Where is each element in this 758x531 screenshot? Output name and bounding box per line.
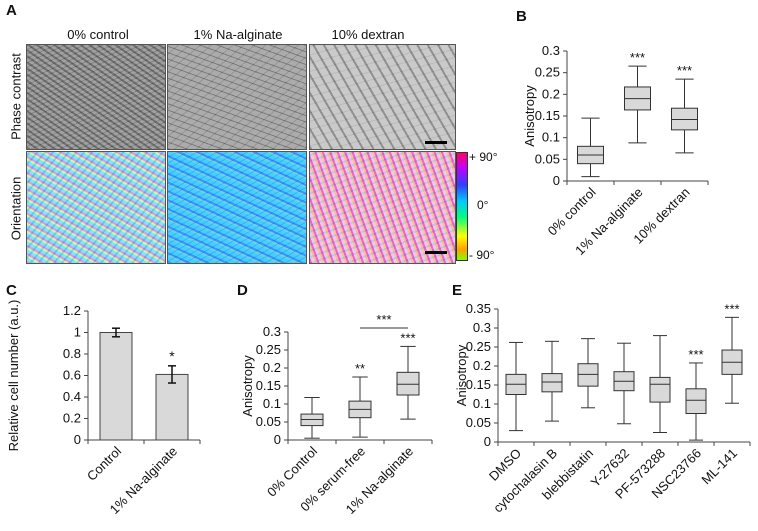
y-axis-title: Anisotropy — [522, 85, 537, 147]
y-tick-label: 0.4 — [63, 389, 81, 404]
y-tick-label: 0.2 — [63, 411, 81, 426]
y-axis-title: Anisotropy — [454, 344, 469, 406]
y-tick-label: 1 — [74, 325, 81, 340]
bracket-significance-label: *** — [376, 312, 391, 327]
panel-letter-c: C — [6, 282, 17, 299]
significance-label: *** — [400, 330, 415, 345]
phase-image-control — [26, 44, 166, 150]
phase-image-na-alginate — [167, 44, 307, 150]
significance-label: *** — [688, 347, 703, 362]
panel-letter-e: E — [452, 282, 463, 299]
y-tick-label: 0.05 — [466, 415, 491, 430]
y-tick-label: 0.25 — [535, 65, 560, 80]
y-tick-label: 0 — [274, 432, 281, 447]
box — [541, 373, 563, 393]
significance-label: ** — [355, 361, 365, 376]
y-tick-label: 0 — [74, 432, 81, 447]
y-tick-label: 0.35 — [466, 301, 491, 316]
panel-letter-a: A — [6, 2, 17, 19]
significance-label: *** — [677, 63, 692, 78]
column-label-control: 0% control — [67, 27, 129, 42]
y-tick-label: 0.1 — [542, 130, 560, 145]
colorbar-label-top: + 90° — [469, 150, 498, 164]
y-axis-title: Anisotropy — [240, 355, 255, 417]
significance-label: *** — [630, 50, 645, 65]
y-tick-label: 0.1 — [263, 396, 281, 411]
column-label-dextran: 10% dextran — [331, 27, 405, 42]
significance-label: *** — [724, 301, 739, 316]
y-tick-label: 0.05 — [256, 414, 281, 429]
orientation-image-na-alginate — [167, 151, 307, 264]
x-tick-label: Control — [84, 443, 124, 483]
y-tick-label: 0.25 — [256, 342, 281, 357]
y-tick-label: 0.3 — [263, 324, 281, 339]
y-tick-label: 0.15 — [466, 377, 491, 392]
y-tick-label: 0.2 — [473, 358, 491, 373]
box — [685, 388, 707, 415]
orientation-colorbar — [456, 152, 468, 261]
orientation-image-control — [26, 151, 166, 264]
y-tick-label: 0.15 — [535, 108, 560, 123]
significance-label: * — [169, 348, 175, 364]
panel-letter-d: D — [237, 282, 248, 299]
bar — [155, 373, 189, 441]
y-tick-label: 0 — [553, 173, 560, 188]
phase-image-dextran — [309, 44, 456, 150]
colorbar-label-mid: 0° — [477, 198, 489, 212]
y-tick-label: 0.1 — [473, 396, 491, 411]
scale-bar-orientation — [425, 251, 447, 254]
y-axis-title: Relative cell number (a.u.) — [6, 300, 21, 451]
colorbar-label-bottom: - 90° — [469, 248, 495, 262]
y-tick-label: 0.6 — [63, 368, 81, 383]
y-tick-label: 1.2 — [63, 303, 81, 318]
y-tick-label: 0.2 — [542, 86, 560, 101]
y-tick-label: 0.3 — [542, 43, 560, 58]
orientation-image-dextran — [309, 151, 456, 264]
panel-letter-b: B — [516, 8, 527, 25]
box — [577, 363, 599, 387]
y-tick-label: 0 — [484, 434, 491, 449]
row-label-phase-contrast: Phase contrast — [8, 53, 24, 140]
y-tick-label: 0.2 — [263, 360, 281, 375]
box — [649, 376, 671, 403]
bar — [99, 332, 133, 441]
y-tick-label: 0.15 — [256, 378, 281, 393]
x-tick-label: ML-141 — [698, 446, 740, 488]
box — [396, 371, 420, 396]
scale-bar-phase — [425, 141, 447, 144]
y-tick-label: 0.3 — [473, 320, 491, 335]
row-label-orientation: Orientation — [8, 176, 24, 241]
cell-number-bar-chart: 0 0.2 0.4 0.6 0.8 1 1.2 Relative cell number (a… — [6, 300, 201, 517]
column-label-na-alginate: 1% Na-alginate — [193, 27, 283, 42]
y-tick-label: 0.25 — [466, 339, 491, 354]
anisotropy-boxplot-e: 00.050.10.150.20.250.30.35AnisotropyDMSO… — [454, 301, 751, 515]
y-tick-label: 0.05 — [535, 151, 560, 166]
y-tick-label: 0.8 — [63, 346, 81, 361]
